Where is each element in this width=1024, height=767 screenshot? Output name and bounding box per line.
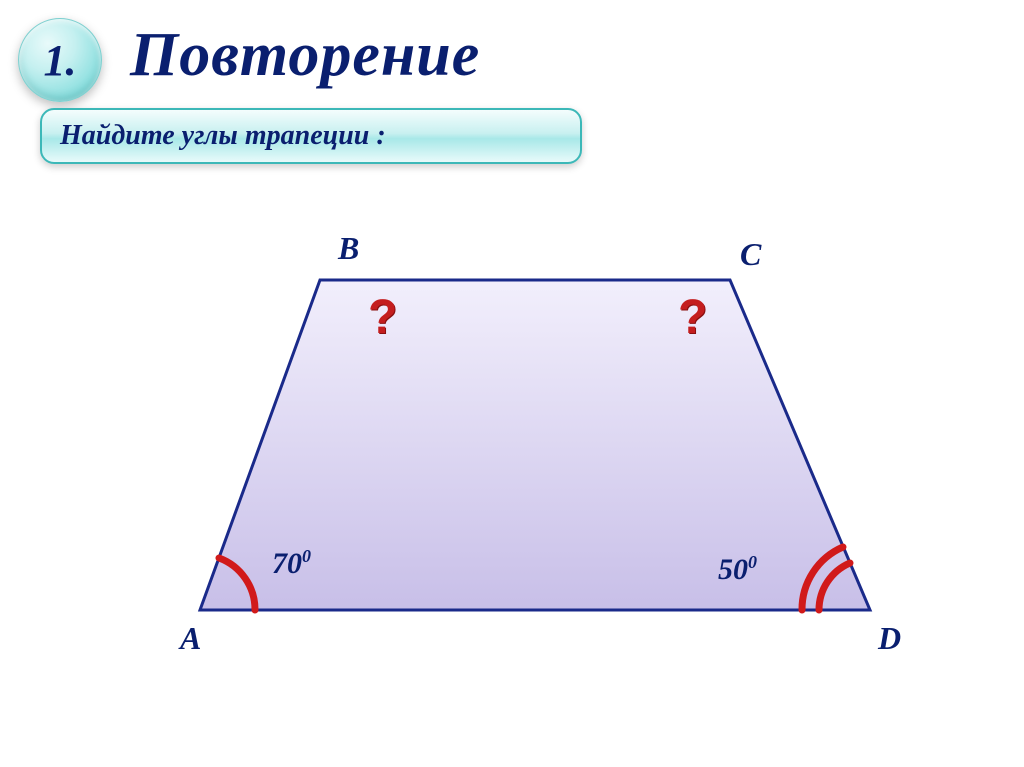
vertex-label-c: C — [740, 236, 761, 273]
slide-number-text: 1. — [44, 35, 77, 86]
angle-d-value: 50 — [718, 553, 748, 586]
angle-a-label: 700 — [272, 546, 311, 581]
trapezoid-svg — [130, 240, 950, 700]
degree-symbol: 0 — [748, 552, 757, 572]
slide-number-badge: 1. — [18, 18, 102, 102]
subtitle-pill: Найдите углы трапеции : — [40, 108, 582, 164]
subtitle-text: Найдите углы трапеции : — [60, 120, 386, 152]
angle-b-unknown: ? — [368, 290, 397, 345]
angle-a-value: 70 — [272, 547, 302, 580]
vertex-label-a: A — [180, 620, 201, 657]
slide-title: Повторение — [130, 20, 480, 91]
degree-symbol: 0 — [302, 546, 311, 566]
vertex-label-d: D — [878, 620, 901, 657]
trapezoid-diagram: B C A D ? ? 700 500 — [130, 240, 950, 700]
angle-d-label: 500 — [718, 552, 757, 587]
angle-c-unknown: ? — [678, 290, 707, 345]
vertex-label-b: B — [338, 230, 359, 267]
